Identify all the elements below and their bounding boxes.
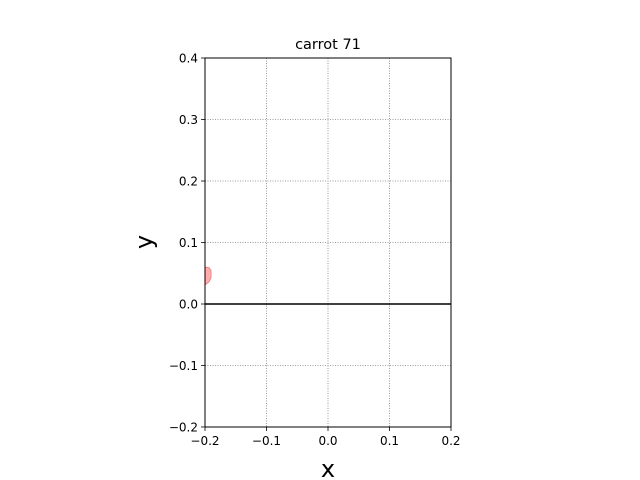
- x-axis-label: x: [321, 455, 335, 480]
- x-tick-label: −0.2: [190, 434, 219, 448]
- y-tick-label: 0.4: [179, 51, 198, 65]
- y-axis-label: y: [130, 235, 158, 249]
- y-tick-label: 0.1: [179, 236, 198, 250]
- x-tick-label: −0.1: [252, 434, 281, 448]
- y-tick-label: 0.2: [179, 174, 198, 188]
- chart-title: carrot 71: [295, 37, 361, 53]
- plot-area: [205, 266, 212, 286]
- area-shape: [205, 266, 212, 286]
- y-tick-label: 0.0: [179, 297, 198, 311]
- x-tick-label: 0.2: [441, 434, 460, 448]
- y-tick-label: −0.1: [169, 359, 198, 373]
- axis-ticks: −0.2 −0.1 0.0 0.1 0.2 −0.2 −0.1 0.0 0.1 0.2 0.3 0.4: [169, 51, 461, 448]
- x-tick-label: 0.1: [380, 434, 399, 448]
- y-tick-label: −0.2: [169, 420, 198, 434]
- x-tick-label: 0.0: [318, 434, 337, 448]
- y-tick-label: 0.3: [179, 113, 198, 127]
